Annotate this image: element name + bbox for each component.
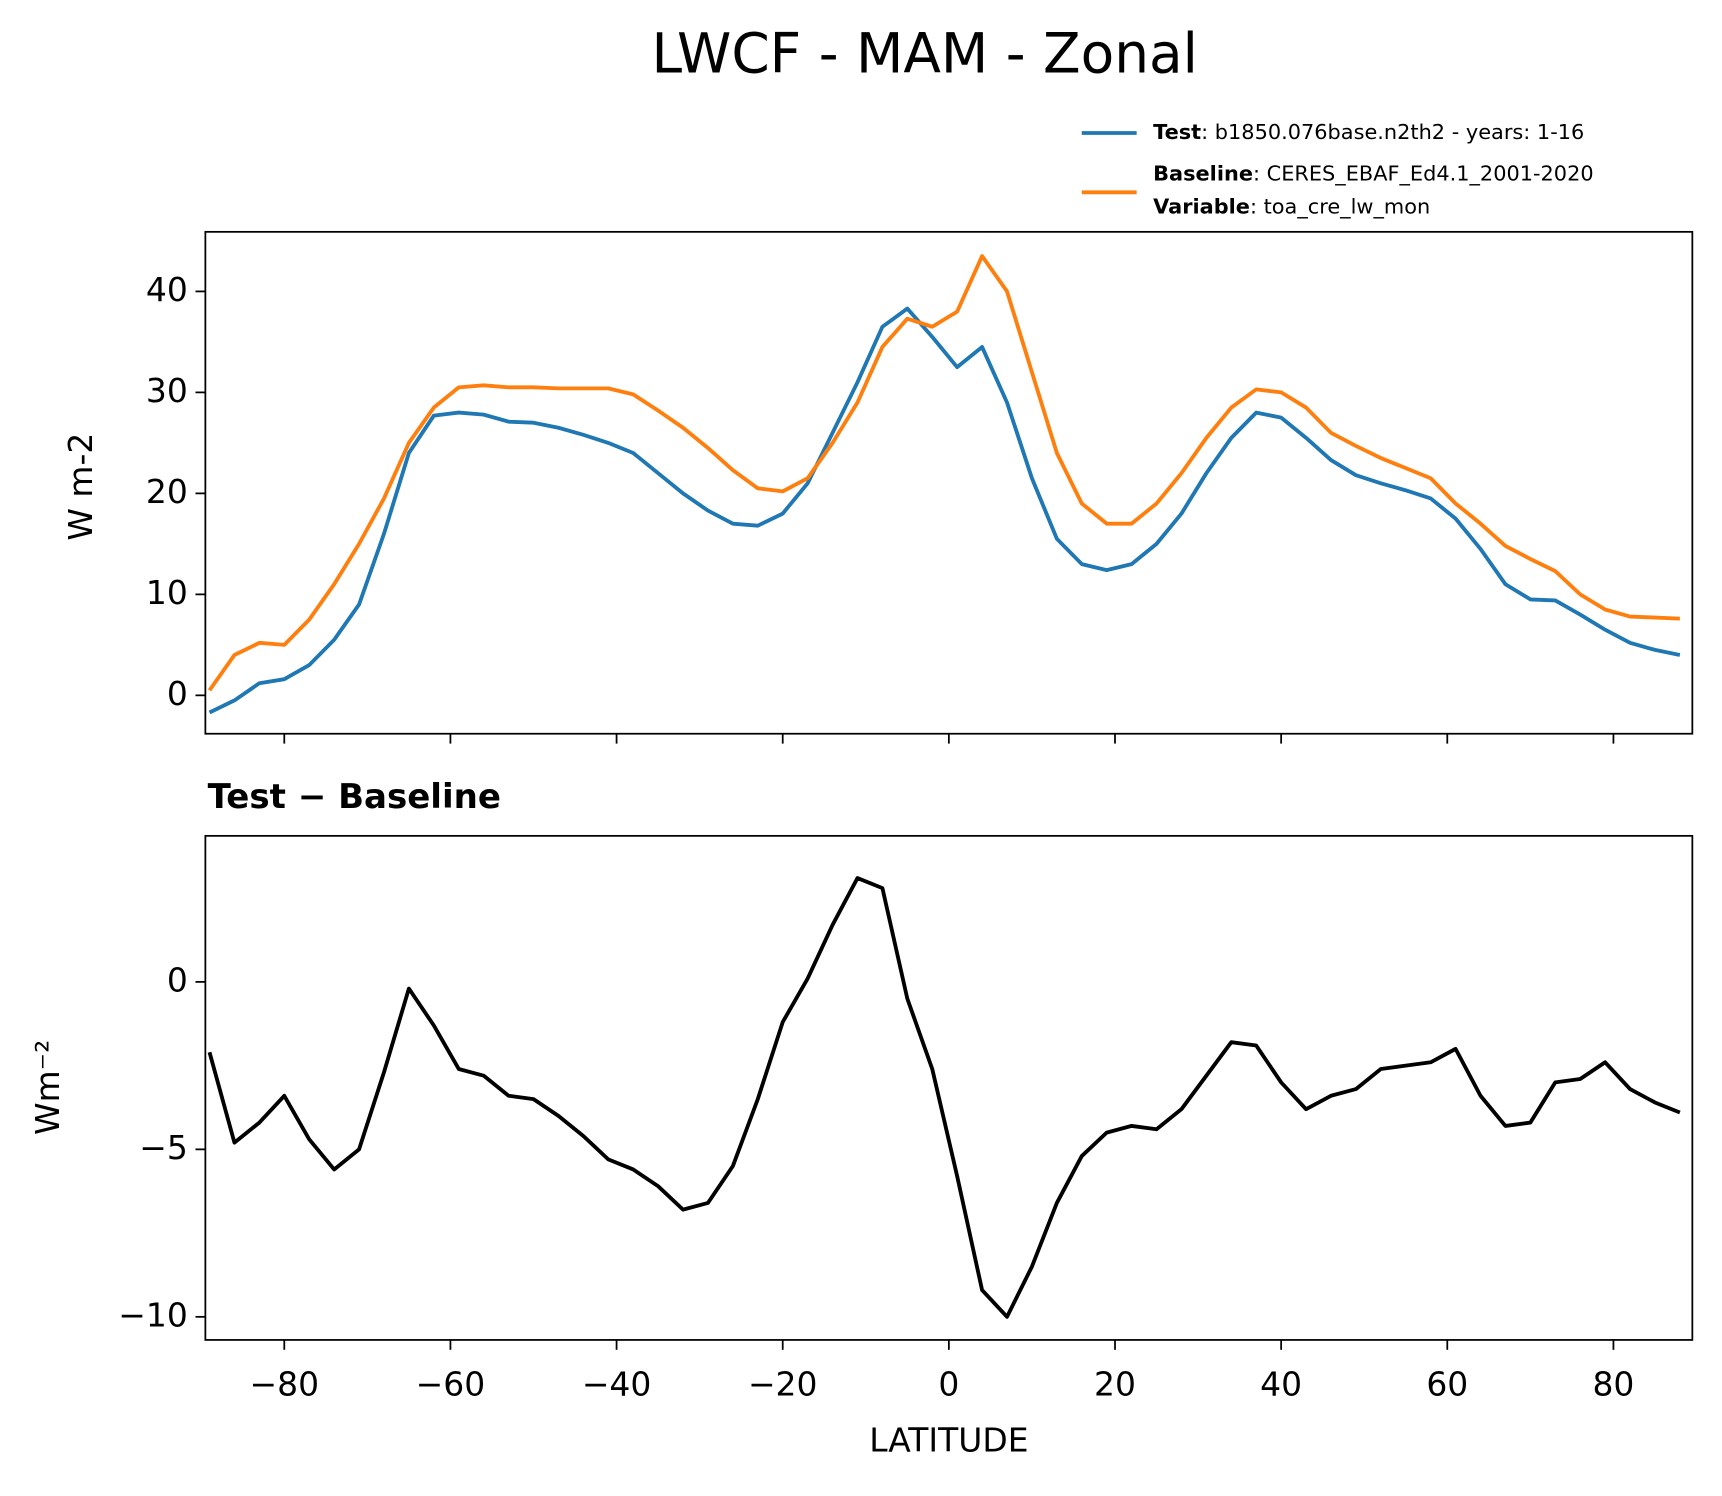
data-line xyxy=(208,306,1681,715)
y-tick-label: 0 xyxy=(167,674,188,713)
legend-key: Variable xyxy=(1153,195,1250,219)
y-tick-label: 10 xyxy=(146,573,188,612)
figure-title: LWCF - MAM - Zonal xyxy=(651,21,1197,85)
legend-text: : toa_cre_lw_mon xyxy=(1250,195,1430,220)
legend-entry: Test: b1850.076base.n2th2 - years: 1-16 xyxy=(1153,120,1584,144)
plot-frame xyxy=(204,230,1694,735)
y-tick-label: 20 xyxy=(146,472,188,511)
x-tick-label: 60 xyxy=(1426,1365,1468,1404)
y-tick-label: 0 xyxy=(167,960,188,999)
legend-entry: Baseline: CERES_EBAF_Ed4.1_2001-2020 xyxy=(1153,162,1594,187)
data-line xyxy=(207,876,1681,1319)
x-axis-label: LATITUDE xyxy=(869,1421,1028,1460)
legend-key: Test xyxy=(1153,120,1201,144)
x-tick-label: −40 xyxy=(582,1365,652,1404)
y-axis-label: Wm⁻² xyxy=(28,1040,67,1135)
x-tick-label: −20 xyxy=(748,1365,818,1404)
x-tick-label: −60 xyxy=(416,1365,486,1404)
x-tick-label: 40 xyxy=(1260,1365,1302,1404)
x-tick-label: 0 xyxy=(938,1365,959,1404)
legend-key: Baseline xyxy=(1153,162,1253,186)
y-axis-label: W m-2 xyxy=(61,433,100,541)
y-tick-label: 40 xyxy=(146,270,188,309)
legend-entry: Variable: toa_cre_lw_mon xyxy=(1153,195,1430,220)
data-line xyxy=(207,254,1680,692)
x-tick-label: 80 xyxy=(1592,1365,1634,1404)
x-tick-label: −80 xyxy=(250,1365,320,1404)
legend-text: : CERES_EBAF_Ed4.1_2001-2020 xyxy=(1253,162,1594,187)
y-tick-label: −10 xyxy=(118,1295,188,1334)
legend-text: : b1850.076base.n2th2 - years: 1-16 xyxy=(1201,120,1584,144)
y-tick-label: −5 xyxy=(139,1128,188,1167)
x-tick-label: 20 xyxy=(1094,1365,1136,1404)
plot-frame xyxy=(204,834,1694,1341)
y-tick-label: 30 xyxy=(146,371,188,410)
panel-title: Test − Baseline xyxy=(208,777,501,817)
